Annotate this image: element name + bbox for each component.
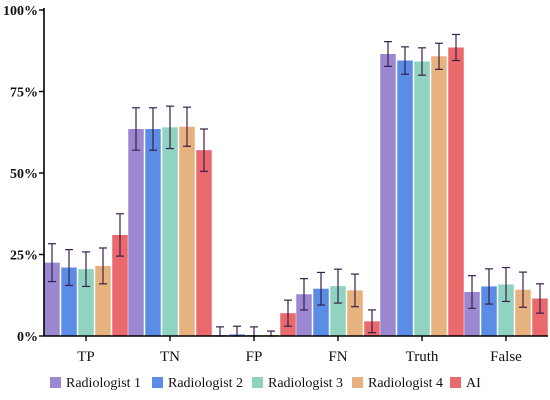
legend-label-series-5: AI [466, 376, 481, 391]
x-category-label: FN [328, 349, 347, 365]
y-tick-label: 50% [10, 167, 38, 182]
legend: Radiologist 1 Radiologist 2 Radiologist 3 R… [50, 376, 481, 391]
bar-truth-series-1 [380, 54, 396, 336]
axes-layer [39, 8, 548, 341]
legend-label-series-3: Radiologist 3 [268, 376, 343, 391]
y-tick-label: 100% [3, 4, 38, 19]
bar-false-series-2 [481, 286, 497, 336]
bars-layer [44, 47, 548, 337]
bar-false-series-5 [532, 298, 548, 336]
x-category-label: FP [246, 349, 263, 365]
bar-fn-series-1 [296, 294, 312, 336]
x-category-label: False [490, 349, 522, 365]
legend-swatch-series-1 [50, 377, 61, 388]
bar-tn-series-4 [179, 126, 195, 337]
bar-false-series-3 [498, 284, 514, 336]
bar-false-series-4 [515, 289, 531, 336]
y-tick-label: 25% [10, 249, 38, 264]
bar-fn-series-2 [313, 288, 329, 336]
x-category-label: Truth [406, 349, 439, 365]
x-category-label: TP [77, 349, 95, 365]
bar-fn-series-4 [347, 290, 363, 336]
bar-truth-series-4 [431, 56, 447, 336]
bar-tn-series-5 [196, 150, 212, 336]
y-tick-labels: 0% 25% 50% 75% 100% [3, 4, 38, 345]
error-bars-layer [48, 33, 544, 337]
x-category-label: TN [160, 349, 180, 365]
bar-truth-series-3 [414, 61, 430, 336]
bar-truth-series-5 [448, 47, 464, 337]
bar-tn-series-1 [128, 128, 144, 336]
y-tick-label: 75% [10, 86, 38, 101]
bar-tp-series-2 [61, 267, 77, 336]
legend-swatch-series-5 [450, 377, 461, 388]
legend-swatch-series-3 [252, 377, 263, 388]
bar-tn-series-2 [145, 128, 161, 336]
legend-swatch-series-4 [352, 377, 363, 388]
bar-tn-series-3 [162, 127, 178, 336]
legend-label-series-4: Radiologist 4 [368, 376, 443, 391]
x-category-labels: TP TN FP FN Truth False [77, 349, 522, 365]
bar-false-series-1 [464, 291, 480, 336]
legend-swatch-series-2 [152, 377, 163, 388]
bar-truth-series-2 [397, 60, 413, 336]
legend-label-series-1: Radiologist 1 [66, 376, 141, 391]
legend-label-series-2: Radiologist 2 [168, 376, 243, 391]
bar-tp-series-5 [112, 234, 128, 336]
y-tick-label: 0% [17, 330, 38, 345]
bar-fn-series-3 [330, 286, 346, 336]
